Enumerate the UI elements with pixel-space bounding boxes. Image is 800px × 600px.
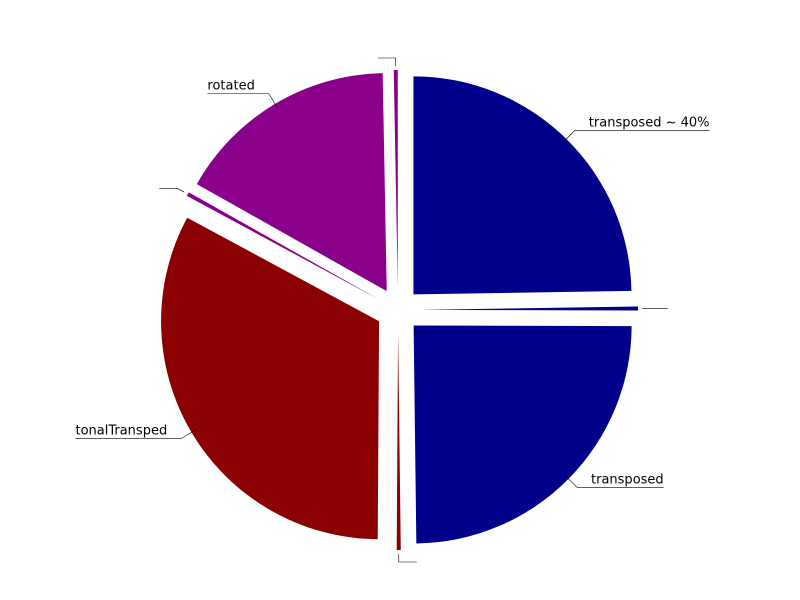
pie-slice-unlabeled-3 [396,331,401,550]
pie-slice-rotated-6 [196,73,387,292]
pie-slice-transposed-2 [413,325,632,544]
pie-leader-small-slice-3 [398,553,417,563]
pie-slices [161,70,638,550]
pie-slice-unlabeled-5 [186,192,379,300]
pie-label-rotated: rotated [207,79,254,94]
pie-label-tonaltransped: tonalTransped [75,423,167,438]
pie-leader-rotated [207,93,279,110]
pie-leader-transposed [564,474,664,488]
pie-leader-small-slice-5 [159,188,185,193]
pie-slice-tonaltransped-4 [161,217,380,540]
pie-label-transposed: transposed [591,472,664,487]
pie-labels: transposed ~ 40% transposed tonalTransped r… [75,57,710,563]
pie-slice-transposed-40-0 [413,76,632,295]
pie-leader-transposed-40 [561,130,710,144]
pie-leader-tonaltransped [75,429,197,439]
pie-leader-small-slice-7 [377,57,397,67]
pie-slice-unlabeled-1 [419,306,638,311]
pie-slice-unlabeled-7 [393,70,398,289]
pie-label-transposed-40: transposed ~ 40% [589,115,710,130]
